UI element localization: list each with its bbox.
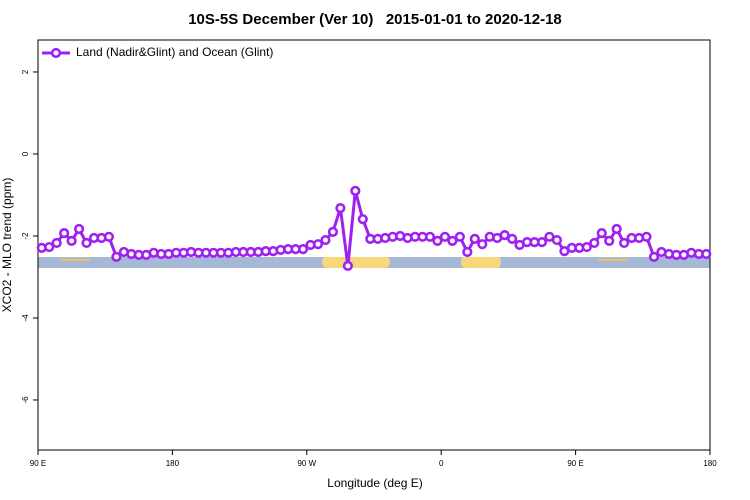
point xyxy=(342,260,353,272)
point xyxy=(439,231,451,242)
point xyxy=(73,223,85,235)
y-tick-label: 0 xyxy=(21,151,30,156)
point xyxy=(432,235,443,246)
x-tick-label: 90 W xyxy=(297,459,316,468)
point xyxy=(81,237,92,249)
point xyxy=(536,237,548,248)
point xyxy=(581,241,592,253)
point xyxy=(320,234,331,246)
point xyxy=(619,237,630,249)
point xyxy=(424,231,436,242)
point xyxy=(589,237,600,249)
point xyxy=(327,226,339,237)
point xyxy=(59,228,70,239)
point xyxy=(462,246,473,258)
point xyxy=(596,228,607,239)
point xyxy=(350,185,361,196)
x-tick-label: 90 E xyxy=(567,459,583,468)
point xyxy=(357,214,368,225)
point xyxy=(604,235,615,246)
y-tick-label: 2 xyxy=(21,69,30,74)
point xyxy=(641,231,652,242)
point xyxy=(312,239,324,250)
legend-marker xyxy=(50,47,62,59)
x-tick-label: 180 xyxy=(703,459,717,468)
y-tick-label: -4 xyxy=(21,314,30,322)
map-mask xyxy=(38,268,710,288)
chart-title: 10S-5S December (Ver 10) 2015-01-01 to 2… xyxy=(188,11,562,28)
point xyxy=(499,230,510,241)
y-tick-label: -2 xyxy=(21,232,30,240)
island-dots xyxy=(598,259,628,261)
island-dots xyxy=(60,259,90,261)
point xyxy=(701,248,712,260)
y-axis-label: XCO2 - MLO trend (ppm) xyxy=(0,178,14,313)
point xyxy=(447,235,458,246)
point xyxy=(507,233,518,244)
point xyxy=(297,244,309,255)
point xyxy=(469,233,480,244)
point xyxy=(648,251,660,262)
x-tick-label: 90 E xyxy=(30,459,46,468)
point xyxy=(454,231,465,242)
point xyxy=(103,231,115,242)
legend-label: Land (Nadir&Glint) and Ocean (Glint) xyxy=(76,45,273,59)
point xyxy=(477,239,488,250)
x-axis-label: Longitude (deg E) xyxy=(327,476,422,490)
point xyxy=(551,234,563,246)
point xyxy=(44,241,55,253)
point xyxy=(611,223,622,235)
y-tick-label: -6 xyxy=(21,396,30,404)
x-tick-label: 180 xyxy=(166,459,180,468)
point xyxy=(111,251,122,262)
point xyxy=(335,203,346,214)
point xyxy=(66,235,77,246)
point xyxy=(51,237,62,249)
x-tick-label: 0 xyxy=(439,459,444,468)
